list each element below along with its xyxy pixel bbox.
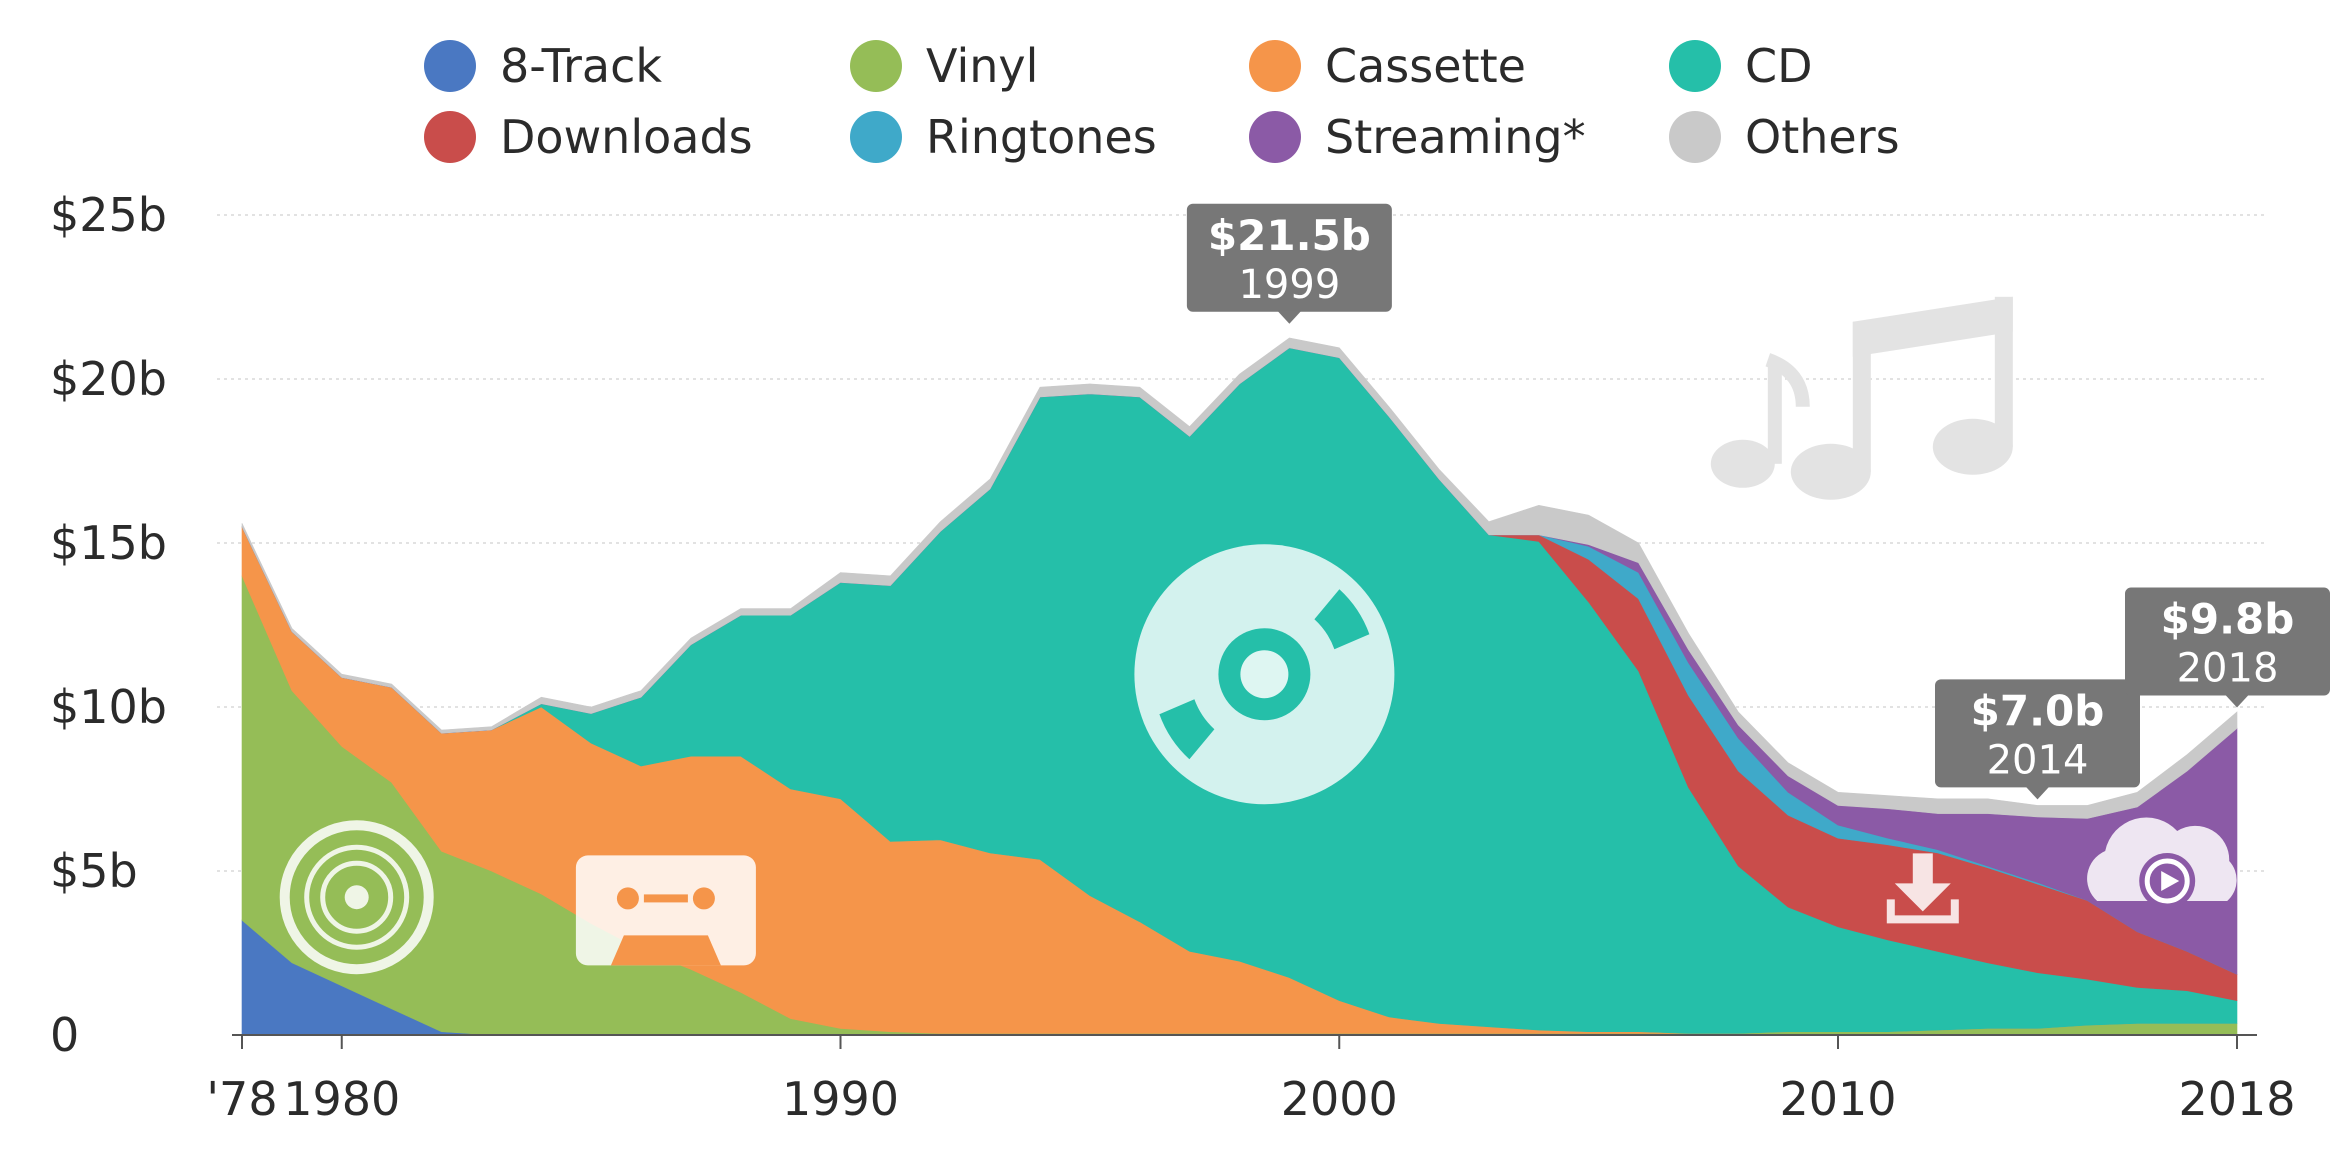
legend-label-cd: CD bbox=[1745, 39, 1813, 93]
callout-value: $7.0b bbox=[1971, 686, 2105, 735]
legend: 8-Track Vinyl Cassette CD Downloads Ringtones… bbox=[424, 39, 1900, 164]
callout-box bbox=[1935, 679, 2140, 788]
callout-pointer bbox=[2225, 694, 2249, 708]
music-notes-icon bbox=[1710, 296, 2013, 500]
legend-swatch-cd bbox=[1669, 40, 1721, 92]
x-tick-label-2010: 2010 bbox=[1779, 1072, 1896, 1126]
y-tick-label-25: $25b bbox=[50, 188, 167, 242]
callout-pointer bbox=[1277, 310, 1302, 324]
legend-label-vinyl: Vinyl bbox=[926, 39, 1038, 93]
legend-label-cassette: Cassette bbox=[1325, 39, 1526, 93]
x-tick-label-1978: '78 bbox=[206, 1072, 277, 1126]
y-tick-label-10: $10b bbox=[50, 680, 167, 734]
callout-value: $21.5b bbox=[1208, 211, 1371, 260]
legend-swatch-vinyl bbox=[850, 40, 902, 92]
callout-pointer bbox=[2025, 786, 2050, 800]
download-icon bbox=[1886, 853, 1959, 924]
legend-label-streaming: Streaming* bbox=[1325, 110, 1586, 164]
legend-swatch-ringtones bbox=[850, 111, 902, 163]
x-tick-label-1980: 1980 bbox=[283, 1072, 400, 1126]
callout-box bbox=[1186, 203, 1392, 312]
legend-label-downloads: Downloads bbox=[500, 110, 753, 164]
cd-disc-icon bbox=[1134, 544, 1395, 805]
x-tick-label-2000: 2000 bbox=[1281, 1072, 1398, 1126]
callout-box bbox=[2125, 587, 2330, 696]
legend-label-ringtones: Ringtones bbox=[926, 110, 1157, 164]
y-tick-label-0: 0 bbox=[50, 1008, 79, 1062]
cloud-play-icon bbox=[2087, 817, 2237, 909]
callout-year: 2014 bbox=[1987, 737, 2089, 783]
decorative-icons bbox=[279, 296, 2237, 975]
legend-swatch-others bbox=[1669, 111, 1721, 163]
y-tick-label-15: $15b bbox=[50, 516, 167, 570]
x-tick-label-2018: 2018 bbox=[2178, 1072, 2295, 1126]
legend-label-others: Others bbox=[1745, 110, 1900, 164]
callout-year: 2018 bbox=[2177, 646, 2279, 692]
legend-swatch-downloads bbox=[424, 111, 476, 163]
y-tick-label-20: $20b bbox=[50, 352, 167, 406]
legend-swatch-streaming bbox=[1249, 111, 1301, 163]
legend-swatch-cassette bbox=[1249, 40, 1301, 92]
x-axis: '78 1980 1990 2000 2010 2018 bbox=[206, 1034, 2296, 1126]
cassette-icon bbox=[575, 855, 756, 966]
callout-year: 1999 bbox=[1238, 262, 1340, 308]
vinyl-record-icon bbox=[279, 820, 434, 975]
callout-value: $9.8b bbox=[2161, 595, 2295, 644]
y-axis: 0 $5b $10b $15b $20b $25b bbox=[50, 188, 167, 1062]
y-tick-label-5: $5b bbox=[50, 844, 138, 898]
x-tick-label-1990: 1990 bbox=[782, 1072, 899, 1126]
area-others bbox=[241, 337, 2238, 819]
legend-swatch-8-track bbox=[424, 40, 476, 92]
legend-label-8-track: 8-Track bbox=[500, 39, 662, 93]
